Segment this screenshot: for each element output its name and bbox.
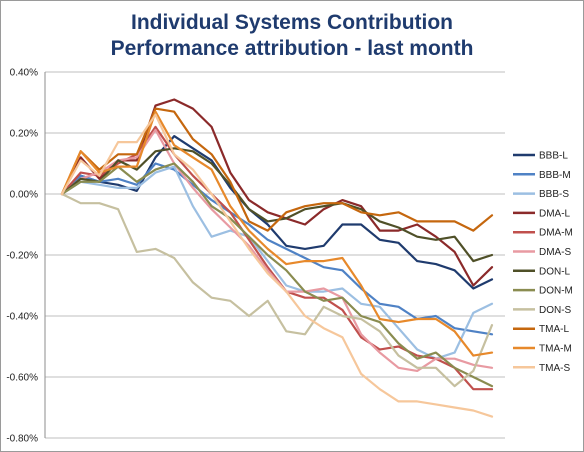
series-line-don-s	[60, 192, 494, 388]
y-tick-label: 0.40%	[10, 68, 38, 79]
legend-label: DON-L	[539, 266, 571, 277]
legend-label: DMA-M	[539, 228, 573, 239]
legend-label: BBB-L	[539, 151, 568, 162]
series-line-bbb-l	[60, 135, 494, 290]
series-line-don-l	[60, 147, 494, 263]
legend-label: DON-M	[539, 286, 573, 297]
legend-label: BBB-M	[539, 170, 571, 181]
y-tick-label: -0.40%	[6, 312, 38, 323]
chart-subtitle: Performance attribution - last month	[110, 37, 474, 60]
legend-label: BBB-S	[539, 189, 569, 200]
legend-label: TMA-M	[539, 344, 572, 355]
y-tick-label: -0.20%	[6, 251, 38, 262]
chart-title: Individual Systems Contribution	[130, 11, 454, 34]
series-line-tma-l	[60, 107, 494, 232]
series-line-bbb-s	[60, 165, 494, 360]
series-line-dma-l	[60, 98, 494, 287]
chart-title-block: Individual Systems Contribution Performa…	[0, 10, 584, 62]
series-line-tma-s	[60, 113, 494, 418]
series-line-bbb-m	[60, 162, 494, 336]
y-tick-label: -0.80%	[6, 434, 38, 445]
series-line-tma-m	[60, 110, 494, 357]
legend-label: TMA-L	[539, 324, 569, 335]
series-line-don-m	[60, 162, 494, 388]
legend-label: DON-S	[539, 305, 572, 316]
legend-label: TMA-S	[539, 363, 570, 374]
y-tick-label: 0.00%	[10, 190, 38, 201]
y-tick-label: -0.60%	[6, 373, 38, 384]
legend-label: DMA-S	[539, 247, 572, 258]
legend-label: DMA-L	[539, 208, 571, 219]
y-tick-label: 0.20%	[10, 129, 38, 140]
